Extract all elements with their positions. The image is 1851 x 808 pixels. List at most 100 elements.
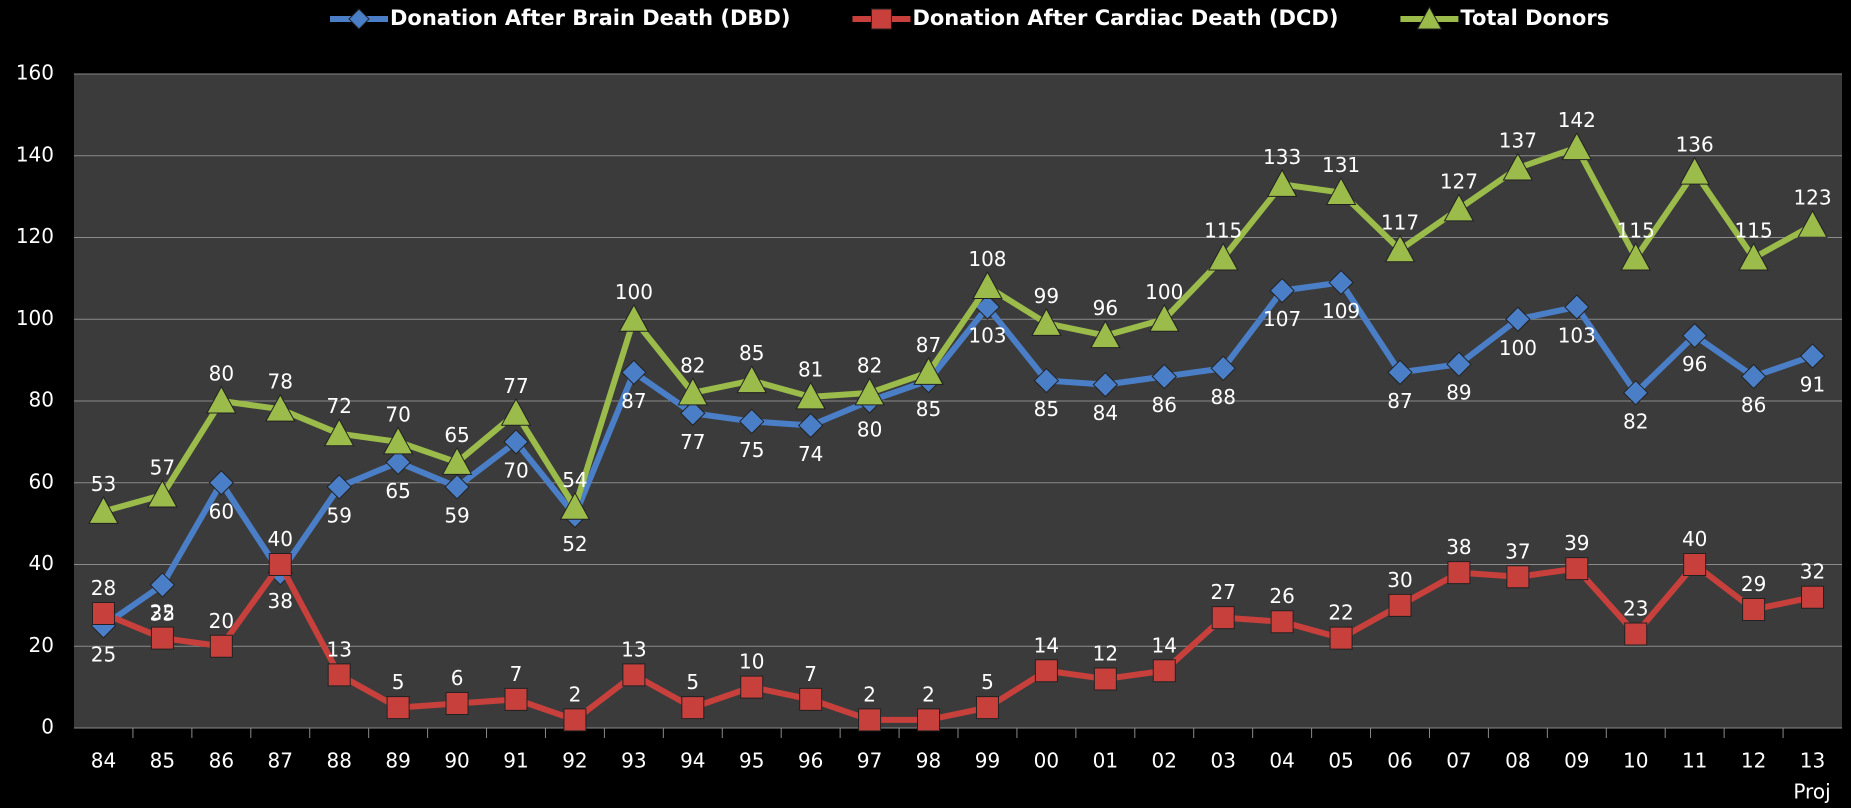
data-label: 75 [739,438,764,462]
data-label: 7 [804,662,817,686]
data-label: 5 [392,670,405,694]
data-label: 103 [968,323,1006,347]
marker [1266,168,1298,197]
data-label: 77 [680,430,705,454]
marker [972,271,1003,300]
marker [1329,626,1353,650]
x-tick-label: 03 [1210,749,1235,773]
marker [677,377,709,406]
marker [209,634,233,658]
marker [797,412,824,439]
data-label: 109 [1322,299,1360,323]
data-label: 40 [268,527,293,551]
data-label: 25 [91,642,116,666]
marker [88,495,119,524]
x-tick-label: 10 [1623,749,1648,773]
marker [870,8,892,30]
data-label: 100 [1499,336,1537,360]
marker [1090,320,1121,349]
data-label: 6 [451,666,464,690]
data-label: 108 [968,247,1006,271]
data-label: 26 [1269,584,1294,608]
marker [1034,659,1058,683]
marker [1565,557,1589,581]
x-tick-label: 96 [798,749,823,773]
marker [326,474,352,500]
data-label: 14 [1034,633,1059,657]
x-tick-label: 87 [268,749,293,773]
marker [1387,359,1413,386]
data-label: 5 [686,670,699,694]
marker [1443,193,1475,222]
y-tick-label: 80 [29,388,54,412]
marker [147,479,178,508]
marker [504,687,528,711]
data-label: 40 [1682,527,1707,551]
data-label: 86 [1152,393,1177,417]
data-label: 80 [209,362,234,386]
marker [1561,132,1593,161]
data-label: 23 [1623,596,1648,620]
x-tick-label: 01 [1093,749,1118,773]
marker [385,449,411,476]
marker [1388,593,1412,617]
data-label: 2 [569,682,582,706]
x-tick-label: 09 [1564,749,1589,773]
legend-label: Donation After Cardiac Death (DCD) [912,6,1338,30]
x-tick-label: 88 [326,749,351,773]
marker [265,393,296,422]
marker [618,303,650,332]
data-label: 70 [503,458,528,482]
marker [1505,306,1531,332]
data-label: 81 [798,357,823,381]
data-label: 115 [1204,218,1242,242]
marker [1031,307,1062,336]
marker [1740,363,1767,390]
data-label: 27 [1210,580,1235,604]
marker [1683,553,1707,576]
marker [1149,303,1180,332]
data-label: 137 [1499,129,1537,153]
marker [444,474,470,500]
data-label: 74 [798,442,823,466]
data-label: 131 [1322,153,1360,177]
marker [1681,322,1708,349]
x-tick-label: 84 [91,749,116,773]
marker [1207,242,1239,271]
marker [1033,367,1060,394]
marker [445,691,469,715]
marker [1797,209,1828,238]
data-label: 22 [1328,601,1353,625]
marker [1679,156,1710,185]
marker [1506,565,1530,589]
data-label: 7 [510,662,523,686]
data-label: 52 [562,532,587,556]
y-tick-label: 20 [29,633,54,657]
marker [1742,597,1766,621]
x-tick-label: 06 [1387,749,1412,773]
data-label: 89 [1446,381,1471,405]
series-line [102,144,1814,515]
marker [1269,277,1295,304]
data-label: 14 [1152,633,1177,657]
y-tick-label: 120 [16,224,54,248]
marker [1384,234,1416,263]
data-label: 85 [1034,397,1059,421]
data-label: 103 [1558,323,1596,347]
data-label: 87 [916,333,941,357]
data-label: 133 [1263,145,1301,169]
marker [1210,355,1236,382]
marker [975,696,999,720]
marker [503,429,529,455]
data-label: 78 [268,370,293,394]
annotation: Proj [1793,780,1830,804]
data-label: 35 [150,601,175,625]
data-label: 85 [916,397,941,421]
marker [1325,177,1357,206]
x-tick-label: 95 [739,749,764,773]
marker [563,708,587,732]
legend-label: Total Donors [1460,6,1609,30]
data-label: 91 [1800,373,1825,397]
x-tick-label: 12 [1741,749,1766,773]
